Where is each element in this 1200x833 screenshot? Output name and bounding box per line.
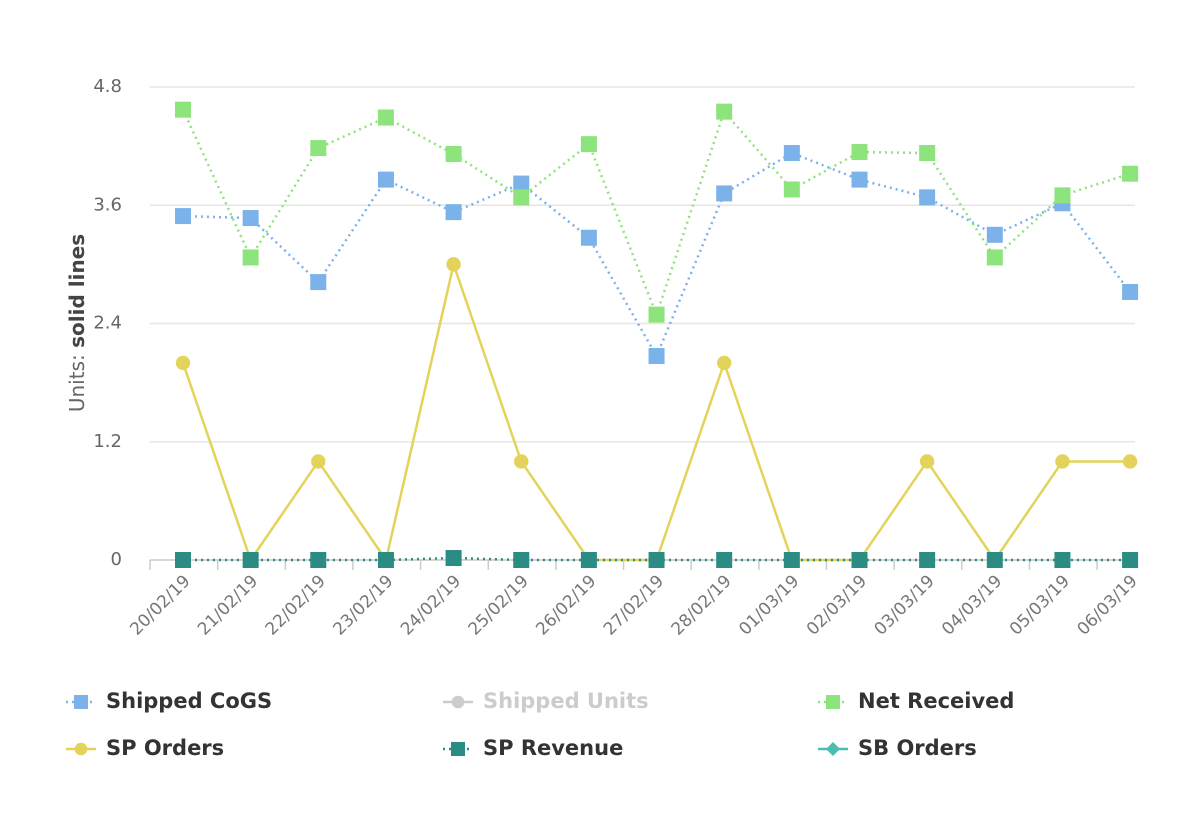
marker xyxy=(310,552,327,568)
marker xyxy=(717,355,732,371)
marker xyxy=(1122,283,1139,300)
marker xyxy=(716,185,733,202)
marker xyxy=(175,355,191,371)
legend-item[interactable]: SP Revenue xyxy=(443,736,623,760)
x-tick-label: 04/03/19 xyxy=(938,571,1006,639)
x-tick-label: 05/03/19 xyxy=(1006,571,1074,639)
marker xyxy=(716,552,733,568)
series-line xyxy=(183,556,1131,562)
legend-item[interactable]: Net Received xyxy=(818,689,1014,713)
y-tick-label: 2.4 xyxy=(93,313,122,334)
marker xyxy=(377,109,394,126)
legend-label: Shipped Units xyxy=(483,689,649,713)
legend-item[interactable]: Shipped Units xyxy=(443,689,649,713)
marker xyxy=(513,552,530,568)
marker xyxy=(175,552,191,568)
marker xyxy=(986,552,1003,568)
x-tick-label: 27/02/19 xyxy=(600,571,668,639)
y-tick-label: 1.2 xyxy=(93,431,122,452)
marker xyxy=(74,742,88,756)
marker xyxy=(919,189,936,206)
legend-item[interactable]: Shipped CoGS xyxy=(66,689,272,713)
y-tick-label: 4.8 xyxy=(93,76,122,97)
x-tick-label: 06/03/19 xyxy=(1073,571,1141,639)
x-tick-label: 23/02/19 xyxy=(329,571,397,639)
marker xyxy=(648,306,665,323)
marker xyxy=(783,145,800,162)
y-tick-label: 3.6 xyxy=(93,194,122,215)
x-tick-label: 03/03/19 xyxy=(871,571,939,639)
marker xyxy=(716,103,733,120)
marker xyxy=(1122,165,1139,182)
marker xyxy=(1054,552,1071,568)
marker xyxy=(1055,454,1070,469)
marker xyxy=(514,454,529,469)
marker xyxy=(445,204,462,221)
marker xyxy=(445,550,462,567)
marker xyxy=(580,136,597,153)
marker xyxy=(451,695,465,709)
marker xyxy=(580,229,597,246)
marker xyxy=(851,171,868,188)
marker xyxy=(919,552,936,568)
x-tick-label: 20/02/19 xyxy=(126,571,194,639)
marker xyxy=(74,695,88,709)
marker xyxy=(1054,187,1071,204)
marker xyxy=(446,257,461,272)
x-tick-label: 22/02/19 xyxy=(262,571,330,639)
x-tick-label: 01/03/19 xyxy=(735,571,803,639)
marker xyxy=(826,695,840,709)
marker xyxy=(242,249,259,266)
marker xyxy=(851,144,868,161)
legend-label: SP Revenue xyxy=(483,736,623,760)
marker xyxy=(919,454,935,469)
legend-label: Shipped CoGS xyxy=(106,689,272,713)
marker xyxy=(175,101,191,118)
marker xyxy=(986,226,1003,243)
marker xyxy=(175,208,191,225)
marker xyxy=(242,552,259,568)
legend-label: Net Received xyxy=(858,689,1014,713)
marker xyxy=(377,552,394,568)
x-tick-label: 25/02/19 xyxy=(465,571,533,639)
marker xyxy=(826,742,840,756)
marker xyxy=(445,146,462,163)
y-label-emphasis: solid lines xyxy=(65,234,89,348)
marker xyxy=(310,274,327,291)
marker xyxy=(377,171,394,188)
marker xyxy=(242,210,259,227)
marker xyxy=(851,552,868,568)
marker xyxy=(310,140,327,157)
marker xyxy=(783,181,800,198)
marker xyxy=(451,742,465,756)
marker xyxy=(986,249,1003,266)
x-tick-label: 26/02/19 xyxy=(532,571,600,639)
y-label-prefix: Units: xyxy=(65,354,89,412)
x-tick-label: 28/02/19 xyxy=(668,571,736,639)
marker xyxy=(1122,552,1139,568)
marker xyxy=(648,552,665,568)
y-axis-label: Units: solid lines xyxy=(65,234,89,412)
marker xyxy=(513,175,530,192)
marker xyxy=(783,552,800,568)
y-tick-label: 0 xyxy=(111,549,122,570)
x-tick-label: 21/02/19 xyxy=(194,571,262,639)
legend-label: SB Orders xyxy=(858,736,977,760)
marker xyxy=(513,189,530,206)
marker xyxy=(648,348,665,365)
marker xyxy=(311,454,326,469)
legend-label: SP Orders xyxy=(106,736,224,760)
legend-item[interactable]: SP Orders xyxy=(66,736,224,760)
marker xyxy=(1122,454,1138,469)
marker xyxy=(919,145,936,162)
legend-item[interactable]: SB Orders xyxy=(818,736,977,760)
x-tick-label: 24/02/19 xyxy=(397,571,465,639)
x-tick-label: 02/03/19 xyxy=(803,571,871,639)
marker xyxy=(580,552,597,568)
